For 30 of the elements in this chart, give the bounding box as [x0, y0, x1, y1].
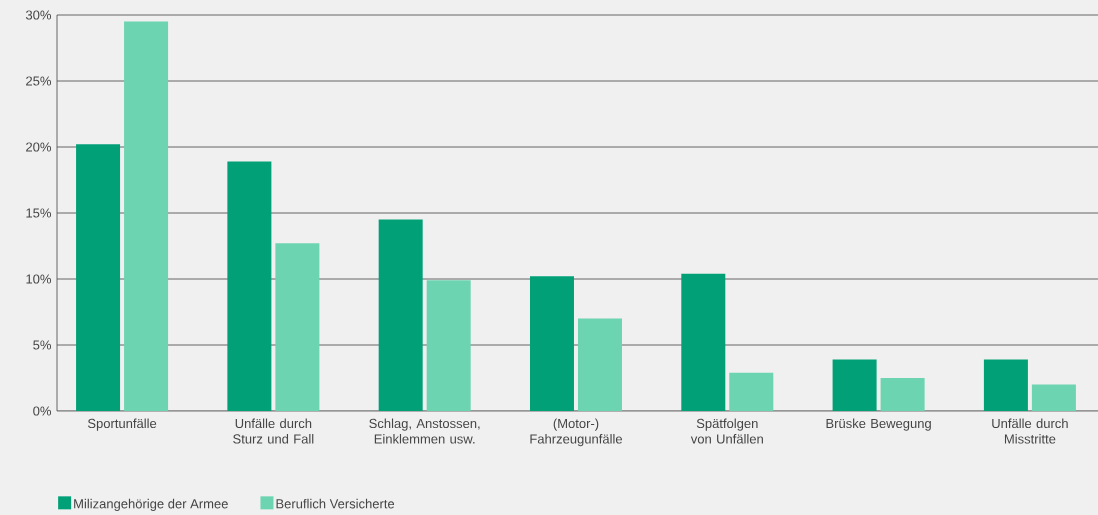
x-tick-label: Brüske Bewegung — [826, 418, 931, 431]
x-tick-label: (Motor-) Fahrzeugunfälle — [530, 418, 622, 447]
bar — [76, 144, 121, 411]
bar — [880, 378, 925, 411]
x-tick-label: Unfälle durch Misstritte — [992, 418, 1068, 444]
y-tick-label: 25% — [26, 76, 52, 86]
x-tick-label: Unfälle durch Sturz und Fall — [233, 418, 314, 444]
x-tick-label: Spätfolgen von Unfällen — [690, 418, 763, 444]
y-tick-label: 15% — [26, 208, 52, 218]
bar — [378, 219, 423, 411]
legend-label: Beruflich Versicherte — [276, 498, 395, 509]
bar — [681, 273, 726, 411]
x-tick-label: Sportunfälle — [87, 418, 157, 431]
y-tick-label: 30% — [25, 10, 52, 20]
bar — [529, 276, 574, 411]
bar — [729, 372, 774, 411]
bar — [577, 318, 622, 411]
bar — [832, 359, 877, 411]
bar — [983, 359, 1028, 411]
legend-label: Milizangehörige der Armee — [74, 498, 228, 511]
bar — [227, 161, 272, 411]
y-tick-label: 0% — [33, 406, 52, 416]
bar — [1031, 384, 1076, 411]
bar — [426, 280, 471, 411]
bar — [124, 21, 169, 411]
x-tick-label: Schlag, Anstossen, Einklemmen usw. — [369, 418, 480, 444]
y-tick-label: 5% — [33, 340, 52, 350]
bar — [275, 243, 320, 411]
y-tick-label: 10% — [26, 274, 52, 284]
y-tick-label: 20% — [26, 142, 52, 152]
